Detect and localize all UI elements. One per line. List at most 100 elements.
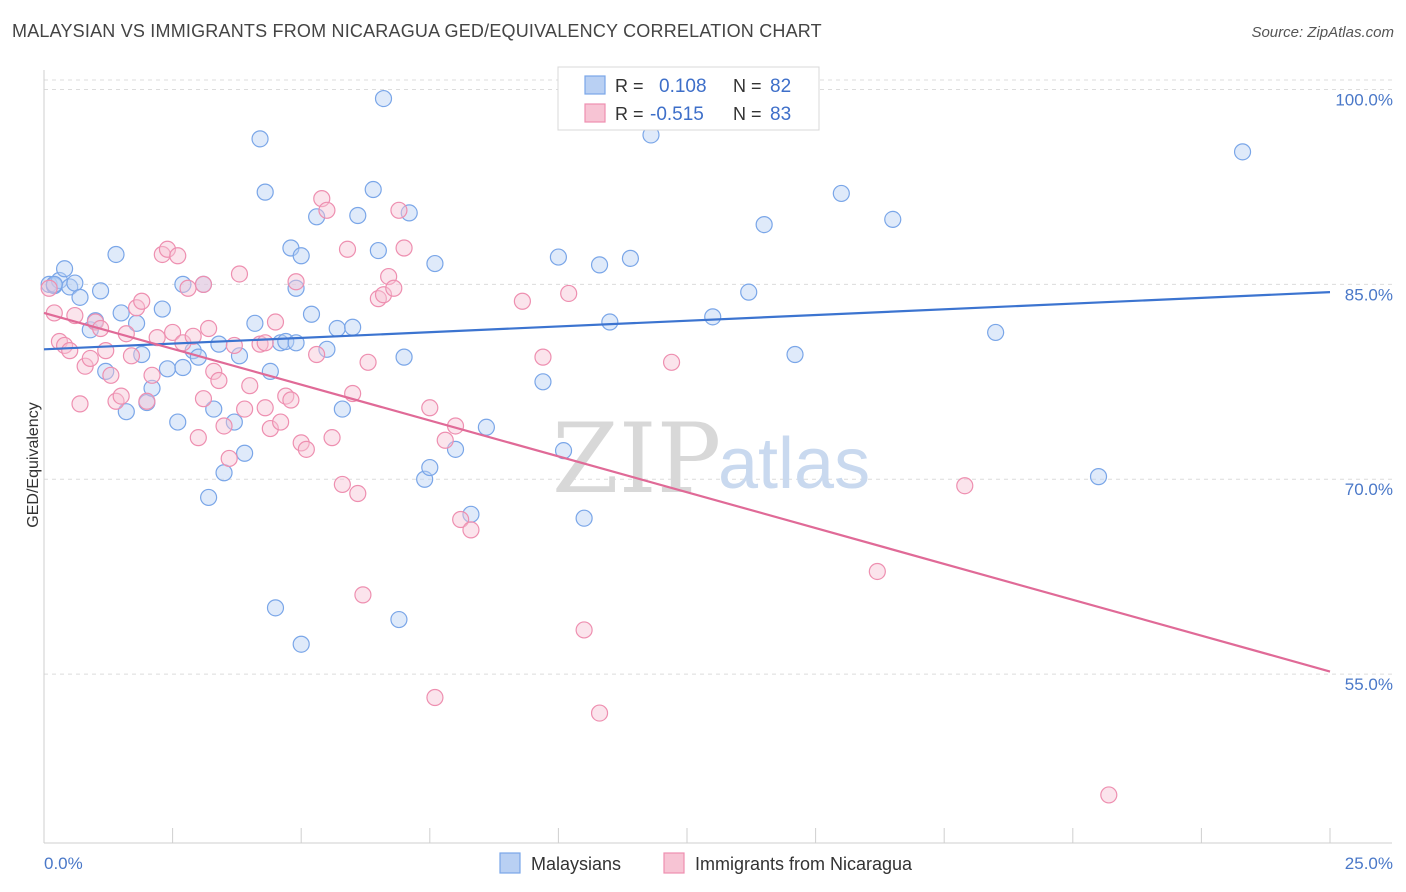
legend-n-label: N =: [733, 76, 762, 96]
point-malaysians: [374, 89, 393, 108]
point-nicaragua: [575, 621, 593, 639]
point-nicaragua: [333, 475, 351, 494]
legend-bottom-label-malaysians: Malaysians: [531, 854, 621, 874]
point-nicaragua: [349, 484, 367, 503]
point-nicaragua: [338, 240, 357, 258]
point-nicaragua: [184, 327, 202, 345]
point-nicaragua: [282, 391, 300, 409]
point-malaysians: [832, 184, 850, 203]
point-nicaragua: [71, 395, 89, 413]
point-malaysians: [205, 400, 223, 418]
point-malaysians: [91, 282, 110, 300]
legend-r-label: R =: [615, 76, 644, 96]
point-nicaragua: [256, 334, 274, 352]
point-nicaragua: [261, 419, 279, 438]
point-nicaragua: [215, 417, 233, 435]
point-malaysians: [225, 413, 243, 431]
point-nicaragua: [513, 292, 531, 310]
point-malaysians: [575, 509, 593, 527]
point-nicaragua: [956, 477, 974, 495]
legend-r-value-malaysians: 0.108: [659, 76, 707, 97]
point-malaysians: [1089, 468, 1108, 486]
point-malaysians: [292, 247, 310, 265]
point-nicaragua: [241, 377, 259, 395]
watermark: ZIP atlas: [552, 403, 870, 515]
point-nicaragua: [189, 429, 207, 447]
point-malaysians: [287, 279, 305, 297]
legend-n-value-malaysians: 82: [770, 76, 791, 97]
point-malaysians: [158, 360, 177, 378]
y-tick-label: 70.0%: [1345, 480, 1393, 499]
point-malaysians: [256, 183, 274, 201]
point-malaysians: [534, 373, 552, 391]
point-malaysians: [230, 347, 249, 365]
point-nicaragua: [236, 400, 254, 418]
point-malaysians: [884, 210, 902, 229]
legend-swatch-malaysians: [584, 75, 606, 95]
point-malaysians: [755, 216, 773, 234]
point-nicaragua: [359, 353, 377, 371]
point-malaysians: [349, 206, 367, 225]
point-nicaragua: [205, 362, 223, 381]
point-nicaragua: [81, 349, 99, 368]
legend-bottom-swatch-malaysians: [499, 852, 521, 874]
legend-bottom-label-nicaragua: Immigrants from Nicaragua: [695, 854, 913, 874]
point-nicaragua: [97, 342, 115, 360]
point-malaysians: [117, 403, 135, 421]
point-nicaragua: [45, 304, 63, 322]
grid-lines: [44, 79, 1392, 675]
series-nicaragua-points: [40, 190, 1118, 804]
x-tick-label: 25.0%: [1345, 854, 1393, 873]
point-nicaragua: [354, 586, 372, 604]
point-malaysians: [169, 413, 187, 431]
point-nicaragua: [426, 688, 444, 707]
point-nicaragua: [323, 429, 341, 447]
point-nicaragua: [61, 342, 79, 360]
point-nicaragua: [133, 292, 151, 310]
point-nicaragua: [122, 347, 141, 365]
point-malaysians: [987, 323, 1005, 342]
tick-labels: 55.0% 70.0% 85.0% 100.0% 0.0% 25.0%: [44, 90, 1393, 873]
x-tick-label: 0.0%: [44, 854, 83, 873]
legend-r-label: R =: [615, 104, 644, 124]
point-nicaragua: [534, 348, 552, 366]
axes: [43, 70, 1392, 844]
point-nicaragua: [272, 413, 290, 431]
point-malaysians: [66, 274, 84, 292]
legend-bottom: Malaysians Immigrants from Nicaragua: [499, 852, 913, 874]
point-nicaragua: [143, 366, 161, 384]
point-malaysians: [328, 319, 346, 338]
point-nicaragua: [210, 371, 228, 390]
legend-n-value-nicaragua: 83: [770, 104, 791, 125]
point-malaysians: [390, 610, 408, 629]
point-malaysians: [1233, 143, 1252, 161]
point-nicaragua: [230, 265, 249, 283]
watermark-zip: ZIP: [552, 403, 721, 515]
point-nicaragua: [390, 201, 408, 219]
point-malaysians: [215, 464, 233, 482]
point-malaysians: [302, 305, 321, 323]
watermark-atlas: atlas: [718, 424, 870, 504]
point-nicaragua: [169, 247, 187, 265]
point-nicaragua: [266, 313, 285, 331]
point-malaysians: [786, 345, 804, 364]
point-nicaragua: [462, 521, 480, 539]
point-malaysians: [333, 400, 351, 418]
point-malaysians: [308, 208, 326, 226]
point-nicaragua: [138, 392, 156, 410]
point-malaysians: [55, 260, 74, 278]
point-malaysians: [112, 304, 130, 322]
y-tick-label: 100.0%: [1335, 90, 1393, 109]
point-nicaragua: [179, 279, 197, 297]
y-axis-label: GED/Equivalency: [25, 402, 42, 527]
y-tick-label: 85.0%: [1345, 285, 1393, 304]
point-malaysians: [71, 288, 89, 306]
point-malaysians: [704, 308, 722, 326]
point-malaysians: [369, 241, 387, 260]
series-malaysians-points: [40, 89, 1252, 653]
point-nicaragua: [868, 562, 886, 581]
point-malaysians: [421, 458, 439, 477]
point-nicaragua: [297, 440, 315, 458]
point-nicaragua: [374, 286, 393, 304]
point-malaysians: [236, 444, 254, 462]
